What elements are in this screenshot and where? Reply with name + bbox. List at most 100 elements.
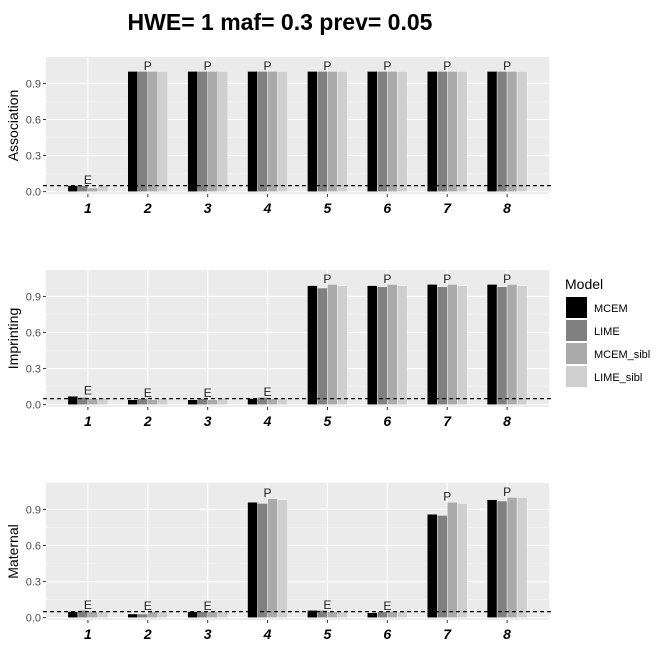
y-axis-label: Maternal: [5, 524, 21, 578]
x-tick-label: 6: [383, 413, 391, 429]
bar-MCEM_sibl-8: [506, 497, 518, 618]
y-tick-label: 0.9: [26, 504, 41, 516]
bar-group-label: E: [144, 386, 152, 400]
bar-MCEM-6: [367, 612, 378, 618]
bar-LIME_sibl-7: [457, 285, 468, 405]
x-tick-label: 1: [84, 626, 92, 642]
bar-LIME_sibl-5: [337, 611, 348, 618]
x-tick-label: 5: [324, 200, 332, 216]
bar-group-label: P: [264, 486, 272, 500]
bar-LIME_sibl-1: [97, 185, 109, 192]
bar-LIME_sibl-8: [516, 285, 528, 405]
bar-MCEM_sibl-4: [267, 71, 278, 192]
bar-LIME-2: [137, 71, 148, 192]
bar-MCEM-7: [427, 284, 438, 405]
bar-MCEM-1: [67, 611, 79, 618]
x-tick-label: 3: [204, 413, 212, 429]
bar-MCEM_sibl-1: [87, 187, 99, 192]
panel-1: 0.0 0.3 0.6 0.9 E P P P P P P P 1 2 3 4 5 6 7 8 Association: [5, 57, 552, 216]
bar-LIME-8: [496, 71, 508, 192]
y-tick-label: 0.6: [26, 540, 41, 552]
x-tick-label: 4: [263, 200, 272, 216]
bar-LIME_sibl-2: [157, 71, 168, 192]
bar-LIME_sibl-5: [337, 285, 348, 405]
bar-MCEM-3: [187, 611, 198, 618]
x-tick-label: 4: [263, 626, 272, 642]
bar-MCEM-2: [127, 399, 138, 405]
x-tick-label: 2: [143, 413, 152, 429]
y-tick-label: 0.0: [26, 613, 41, 625]
bar-LIME-7: [437, 515, 448, 618]
bar-group-label: P: [383, 272, 391, 286]
panel-2: 0.0 0.3 0.6 0.9 E E E E P P P P 1 2 3 4 5 6 7 8 Imprinting: [5, 270, 552, 429]
bar-MCEM_sibl-5: [327, 284, 338, 405]
panels: 0.0 0.3 0.6 0.9 E P P P P P P P 1 2 3 4 5 6 7 8 Association 0…: [5, 57, 552, 642]
bar-group-label: P: [443, 490, 451, 504]
bar-LIME_sibl-4: [277, 499, 288, 618]
x-tick-label: 7: [443, 626, 452, 642]
legend-label: LIME: [594, 326, 620, 338]
bar-LIME_sibl-8: [516, 71, 528, 192]
x-tick-label: 7: [443, 413, 452, 429]
y-tick-label: 0.6: [26, 327, 41, 339]
bar-MCEM-4: [247, 398, 258, 405]
bar-group-label: E: [84, 598, 92, 612]
x-tick-label: 2: [143, 200, 152, 216]
bar-MCEM_sibl-7: [447, 502, 458, 618]
x-tick-label: 5: [324, 626, 332, 642]
y-axis-label: Association: [5, 90, 21, 162]
bar-LIME-3: [197, 71, 208, 192]
bar-group-label: P: [264, 59, 272, 73]
bar-MCEM-2: [127, 71, 138, 192]
y-tick-label: 0.3: [26, 151, 41, 163]
bar-MCEM-8: [486, 499, 498, 618]
bar-group-label: E: [204, 599, 212, 613]
bar-group-label: P: [503, 272, 511, 286]
x-tick-label: 6: [383, 200, 391, 216]
y-tick-label: 0.0: [26, 400, 41, 412]
bar-MCEM_sibl-3: [207, 399, 218, 405]
y-tick-label: 0.6: [26, 114, 41, 126]
bar-LIME_sibl-8: [516, 497, 528, 618]
y-axis-label: Imprinting: [5, 308, 21, 369]
bar-MCEM-2: [127, 613, 138, 618]
y-tick-label: 0.9: [26, 291, 41, 303]
bar-group-label: E: [264, 385, 272, 399]
bar-group-label: P: [323, 59, 331, 73]
legend-key-LIME_sibl: [566, 366, 587, 387]
legend-key-LIME: [566, 320, 587, 341]
bar-MCEM-7: [427, 71, 438, 192]
bar-MCEM-6: [367, 71, 378, 192]
x-tick-label: 8: [503, 200, 511, 216]
x-tick-label: 7: [443, 200, 452, 216]
bar-LIME_sibl-2: [157, 398, 168, 405]
bar-LIME_sibl-3: [217, 71, 228, 192]
bar-MCEM_sibl-5: [327, 611, 338, 618]
bar-LIME-6: [377, 286, 388, 405]
x-tick-label: 6: [383, 626, 391, 642]
legend-label: MCEM_sibl: [594, 349, 650, 361]
x-tick-label: 5: [324, 413, 332, 429]
legend-key-MCEM: [566, 297, 587, 318]
bar-LIME_sibl-3: [217, 611, 228, 618]
bar-group-label: P: [503, 485, 511, 499]
bar-MCEM_sibl-8: [506, 284, 518, 405]
bar-LIME_sibl-3: [217, 398, 228, 405]
bar-LIME_sibl-4: [277, 71, 288, 192]
bar-MCEM-3: [187, 71, 198, 192]
bar-group-label: E: [144, 599, 152, 613]
bar-group-label: P: [383, 59, 391, 73]
bar-MCEM-4: [247, 502, 258, 618]
bar-MCEM_sibl-7: [447, 71, 458, 192]
bar-LIME_sibl-1: [97, 398, 109, 405]
bar-LIME_sibl-7: [457, 503, 468, 618]
bar-LIME-8: [496, 500, 508, 618]
bar-MCEM_sibl-2: [147, 399, 158, 405]
x-tick-label: 3: [204, 626, 212, 642]
bar-MCEM-5: [307, 285, 318, 405]
bar-MCEM-7: [427, 514, 438, 618]
panel-3: 0.0 0.3 0.6 0.9 E E E P E E P P 1 2 3 4 5 6 7 8 Maternal: [5, 483, 552, 642]
bar-MCEM_sibl-4: [267, 398, 278, 405]
bar-MCEM_sibl-1: [87, 611, 99, 618]
